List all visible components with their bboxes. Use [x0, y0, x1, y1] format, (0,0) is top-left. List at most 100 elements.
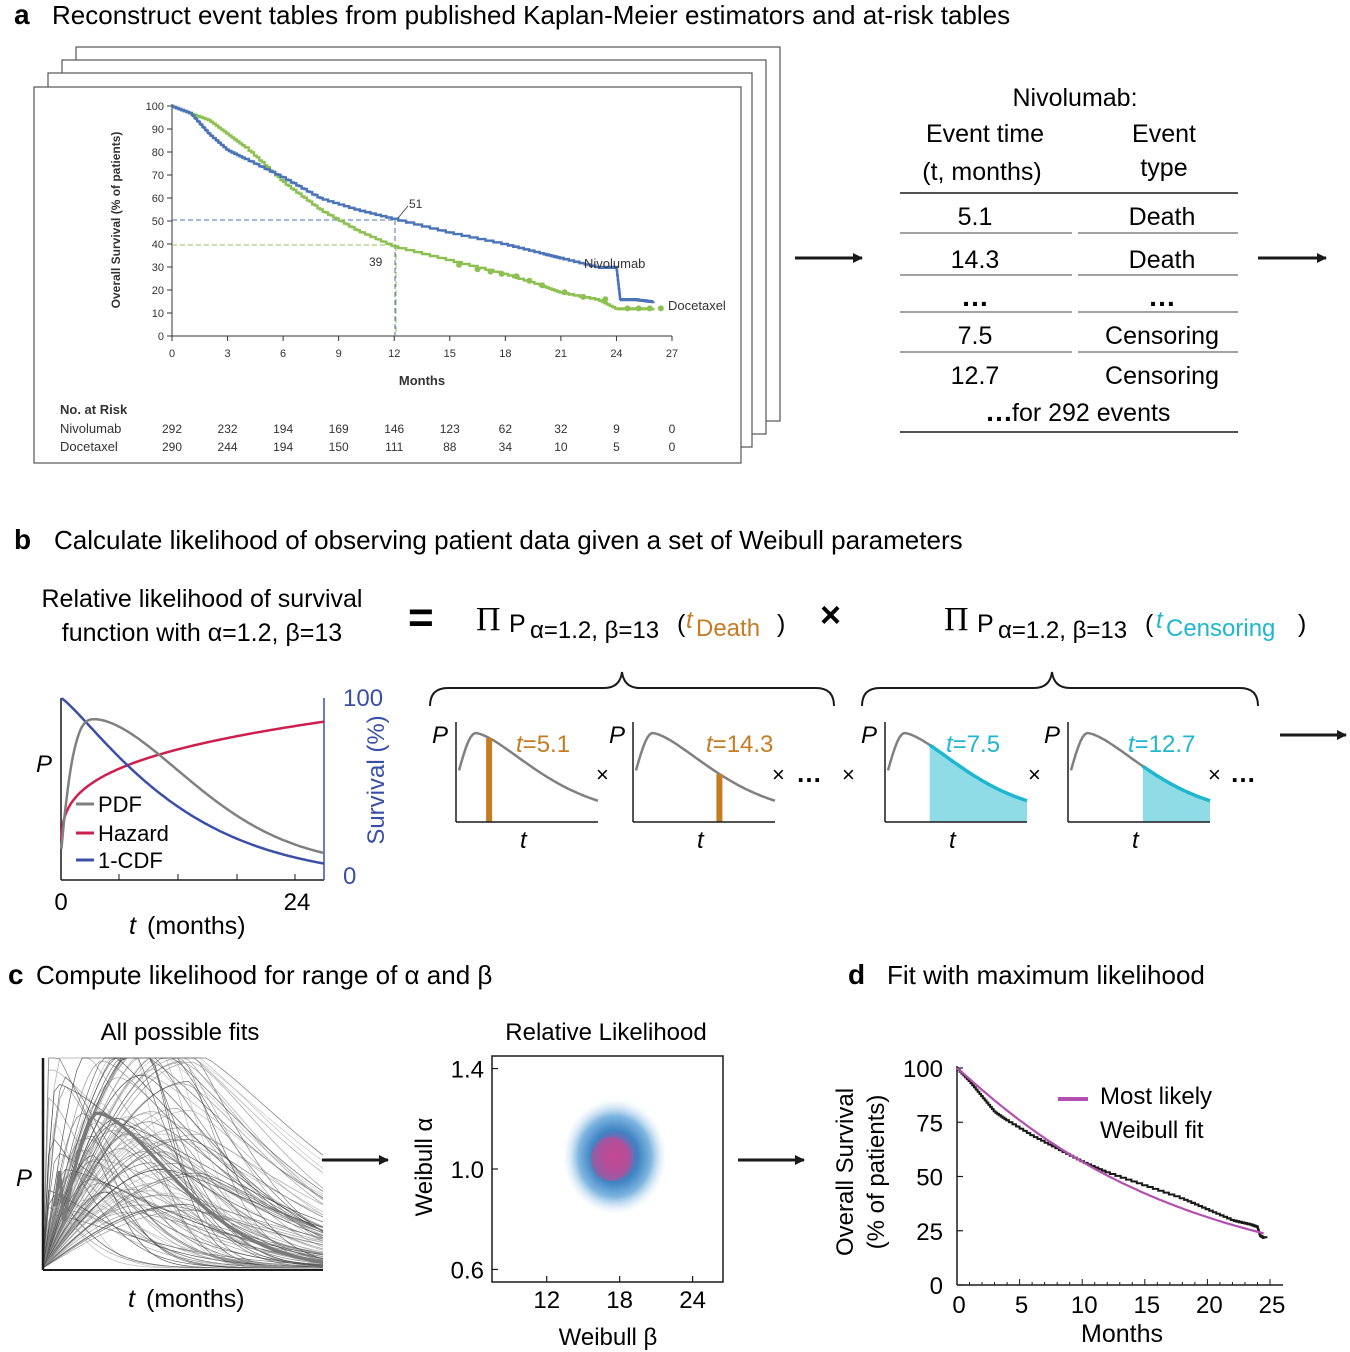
fit-chart: 100 75 50 25 00 5 10 15 20 25 Most likely Weibull… — [903, 1056, 1285, 1319]
panel-b-title: Calculate likelihood of observing patien… — [54, 525, 963, 555]
times-mini-4: × — [1028, 762, 1041, 787]
event-table-footer: for 292 events — [1012, 399, 1170, 427]
mini-time-label-t: t — [516, 731, 524, 758]
km-censor-dot — [602, 296, 609, 303]
km-y-tick-label: 70 — [152, 170, 164, 182]
t-censor-t: t — [1156, 607, 1164, 634]
mini-xlabel-t: t — [949, 827, 957, 854]
legend-label-pdf: PDF — [98, 792, 142, 817]
fit-curve — [42, 1132, 324, 1269]
risk-table: Nivolumab 292 232 194 169 146 123 62 32 9 0 Docetax… — [60, 421, 676, 454]
fit-x-tick-label: 20 — [1196, 1292, 1223, 1319]
equals-sign: = — [408, 593, 434, 642]
mini-xlabel-t: t — [697, 827, 705, 854]
event-type-cell: Death — [1129, 246, 1196, 274]
panel-b-letter: b — [14, 524, 31, 555]
km-y-tick-label: 60 — [152, 193, 164, 205]
fit-y-tick-label: 0 — [930, 1273, 943, 1300]
km-censor-dot — [526, 277, 533, 284]
km-x-tick-label: 24 — [610, 348, 622, 360]
mini-pdf-curve — [457, 731, 599, 802]
km-y-ticks: 0 10 20 30 40 50 60 70 80 90 100 — [146, 101, 172, 343]
stacked-page-front — [33, 86, 742, 464]
event-table-footer-dots: … — [985, 396, 1013, 427]
fit-curve — [42, 1140, 324, 1269]
weibull-right-tick-100: 100 — [343, 685, 383, 712]
panel-d-title: Fit with maximum likelihood — [887, 960, 1205, 990]
km-censor-dot — [635, 305, 642, 312]
risk-cell: 194 — [273, 440, 293, 454]
km-x-tick-label: 9 — [336, 348, 342, 360]
times-mini-2: × — [772, 762, 785, 787]
fit-curve — [42, 1057, 324, 1269]
fit-x-tick-label: 15 — [1133, 1292, 1160, 1319]
km-y-tick-label: 0 — [158, 331, 164, 343]
risk-cell: 146 — [384, 422, 404, 436]
fit-y-tick-label: 75 — [916, 1110, 943, 1137]
heatmap-chart: 1.4 1.0 0.6 12 18 24 — [451, 1055, 724, 1314]
km-censor-dot — [456, 261, 463, 268]
event-time-cell: 5.1 — [958, 203, 993, 231]
event-type-cell: Censoring — [1105, 362, 1219, 390]
fit-curve — [42, 1108, 324, 1269]
product-P-censor: P — [977, 610, 994, 638]
event-time-cell: … — [961, 281, 989, 312]
km-x-tick-label: 18 — [499, 348, 511, 360]
mini-censor-curve — [928, 743, 1028, 803]
weibull-functions-chart: P 100 0 Survival (%) 0 24 t (months) PDF… — [36, 685, 390, 940]
risk-cell: 10 — [554, 440, 568, 454]
mini-time-label-value: =7.5 — [953, 731, 1000, 758]
label-39: 39 — [369, 255, 383, 269]
fit-curve — [42, 1130, 324, 1269]
km-y-tick-label: 80 — [152, 147, 164, 159]
fit-xlabel: Months — [1081, 1320, 1163, 1348]
fit-curve — [42, 1203, 324, 1269]
km-x-tick-label: 27 — [666, 348, 678, 360]
times-mini-5: × — [1208, 762, 1221, 787]
fit-ticks: 100 75 50 25 00 5 10 15 20 25 — [903, 1056, 1285, 1319]
panel-b: b Calculate likelihood of observing pati… — [14, 524, 1347, 940]
fit-x-tick-label: 25 — [1259, 1292, 1286, 1319]
risk-cell: 194 — [273, 422, 293, 436]
km-y-tick-label: 10 — [152, 308, 164, 320]
panel-c-letter: c — [8, 959, 24, 990]
mini-pdf-curve — [634, 731, 776, 802]
fit-curve — [42, 1181, 323, 1269]
heatmap-x-tick-label: 18 — [606, 1287, 633, 1314]
km-ylabel: Overall Survival (% of patients) — [109, 132, 123, 309]
fit-curve — [42, 1163, 324, 1269]
series-label-docetaxel: Docetaxel — [668, 298, 726, 313]
fit-curve — [42, 1172, 324, 1269]
fit-legend-line1: Most likely — [1100, 1083, 1212, 1110]
mini-ylabel-P: P — [861, 722, 877, 749]
mini-time-label: t=5.1 — [516, 731, 570, 758]
mini-xlabel-t: t — [1132, 827, 1140, 854]
risk-cell: 62 — [499, 422, 513, 436]
event-table: Nivolumab: Event time (t, months) Event … — [900, 84, 1238, 433]
fit-curve — [42, 1118, 324, 1269]
fit-curve — [42, 1097, 323, 1269]
risk-cell: 111 — [385, 440, 404, 454]
dots-mini-2: … — [1230, 758, 1256, 788]
event-time-cell: 7.5 — [958, 322, 993, 350]
fits-title: All possible fits — [101, 1019, 260, 1046]
fit-curve — [42, 1147, 324, 1269]
km-x-tick-label: 15 — [444, 348, 456, 360]
km-x-tick-label: 6 — [280, 348, 286, 360]
km-censor-dot — [646, 305, 653, 312]
km-censor-dot — [539, 282, 546, 289]
mini-chart-censor: Ptt=12.7 — [1044, 722, 1211, 854]
mini-time-label-t: t — [1128, 731, 1136, 758]
panel-a-title: Reconstruct event tables from published … — [52, 0, 1010, 30]
curve-hazard — [59, 720, 325, 841]
fit-curve — [42, 1133, 324, 1269]
km-censor-dot — [657, 305, 664, 312]
fits-highlight-curve — [53, 1111, 324, 1265]
mini-time-label-t: t — [706, 731, 714, 758]
risk-cell: 244 — [218, 440, 238, 454]
km-x-tick-label: 12 — [388, 348, 400, 360]
km-x-tick-label: 0 — [169, 348, 175, 360]
fit-curve — [42, 1199, 324, 1269]
